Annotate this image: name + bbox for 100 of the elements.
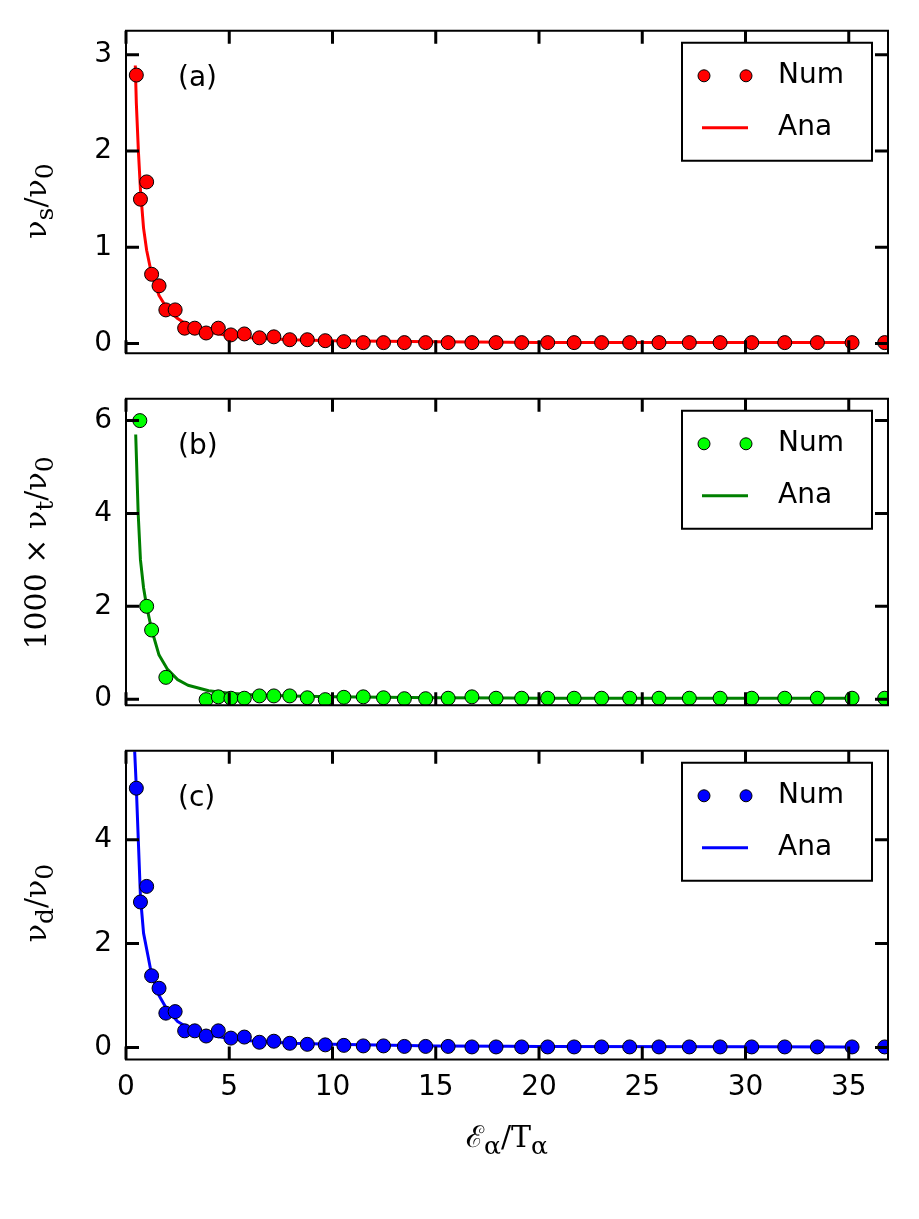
point [139,878,155,894]
point [144,622,160,638]
point [488,690,504,706]
point [132,413,148,429]
point [809,1039,825,1055]
y-tick-label: 1 [94,228,112,262]
point [594,335,610,351]
point [396,1038,412,1054]
x-tick-label: 10 [314,1069,351,1103]
legend-label: Ana [778,477,833,511]
point [418,1038,434,1054]
point [282,332,298,348]
point [299,332,315,348]
point [514,1039,530,1055]
point [744,335,760,351]
point [651,690,667,706]
point [809,690,825,706]
y-tick-label: 4 [94,820,112,854]
point [464,689,480,705]
point [210,689,226,705]
point [266,329,282,345]
point [440,690,456,706]
legend-label: Num [778,425,844,459]
y-tick-label: 2 [94,587,112,621]
point [236,1029,252,1045]
y-tick-label: 0 [94,680,112,714]
point [622,335,638,351]
point [712,335,728,351]
point [376,335,392,351]
point [566,1039,582,1055]
point [167,302,183,318]
annotation: (a) [178,60,218,94]
point [594,1039,610,1055]
y-tick-label: 0 [94,1028,112,1062]
point [151,980,167,996]
point [236,690,252,706]
point [376,690,392,706]
point [418,691,434,706]
point [317,692,333,706]
point [777,1039,793,1055]
point [566,690,582,706]
point [540,335,556,351]
x-tick-label: 30 [727,1069,764,1103]
point [251,1034,267,1050]
point [187,1023,203,1039]
point [299,690,315,706]
y-tick-label: 3 [94,36,112,70]
point [681,335,697,351]
x-tick-label: 0 [117,1069,135,1103]
x-tick-label: 20 [521,1069,557,1103]
y-tick-label: 6 [94,401,112,435]
point [440,335,456,351]
point [712,690,728,706]
legend-label: Ana [778,829,833,863]
point [651,335,667,351]
point [540,1039,556,1055]
point [187,320,203,336]
point [622,1039,638,1055]
point [396,691,412,706]
point [251,330,267,346]
point [251,688,267,704]
point [266,688,282,704]
point [540,690,556,706]
point [139,598,155,614]
point [440,1038,456,1054]
point [594,690,610,706]
y-tick-label: 2 [94,924,112,958]
y-tick-label: 4 [94,494,112,528]
point [223,327,239,343]
point [681,690,697,706]
point [144,266,160,282]
point [744,1039,760,1055]
point [355,689,371,705]
point [158,669,174,685]
point [809,335,825,351]
point [198,325,214,341]
point [651,1039,667,1055]
point [712,1039,728,1055]
x-tick-label: 35 [830,1069,867,1103]
point [198,692,214,706]
point [317,1037,333,1053]
point [317,333,333,349]
point [266,1033,282,1049]
legend-label: Num [778,777,844,811]
point [355,335,371,351]
x-tick-label: 5 [220,1069,239,1103]
x-tick-label: 15 [417,1069,454,1103]
annotation: (b) [178,428,218,462]
point [128,67,144,83]
point [777,335,793,351]
point [622,690,638,706]
legend-label: Num [778,57,844,91]
point [681,1039,697,1055]
point [418,335,434,351]
point [514,335,530,351]
point [336,689,352,705]
point [777,690,793,706]
point [139,174,155,190]
point [282,688,298,704]
point [514,690,530,706]
